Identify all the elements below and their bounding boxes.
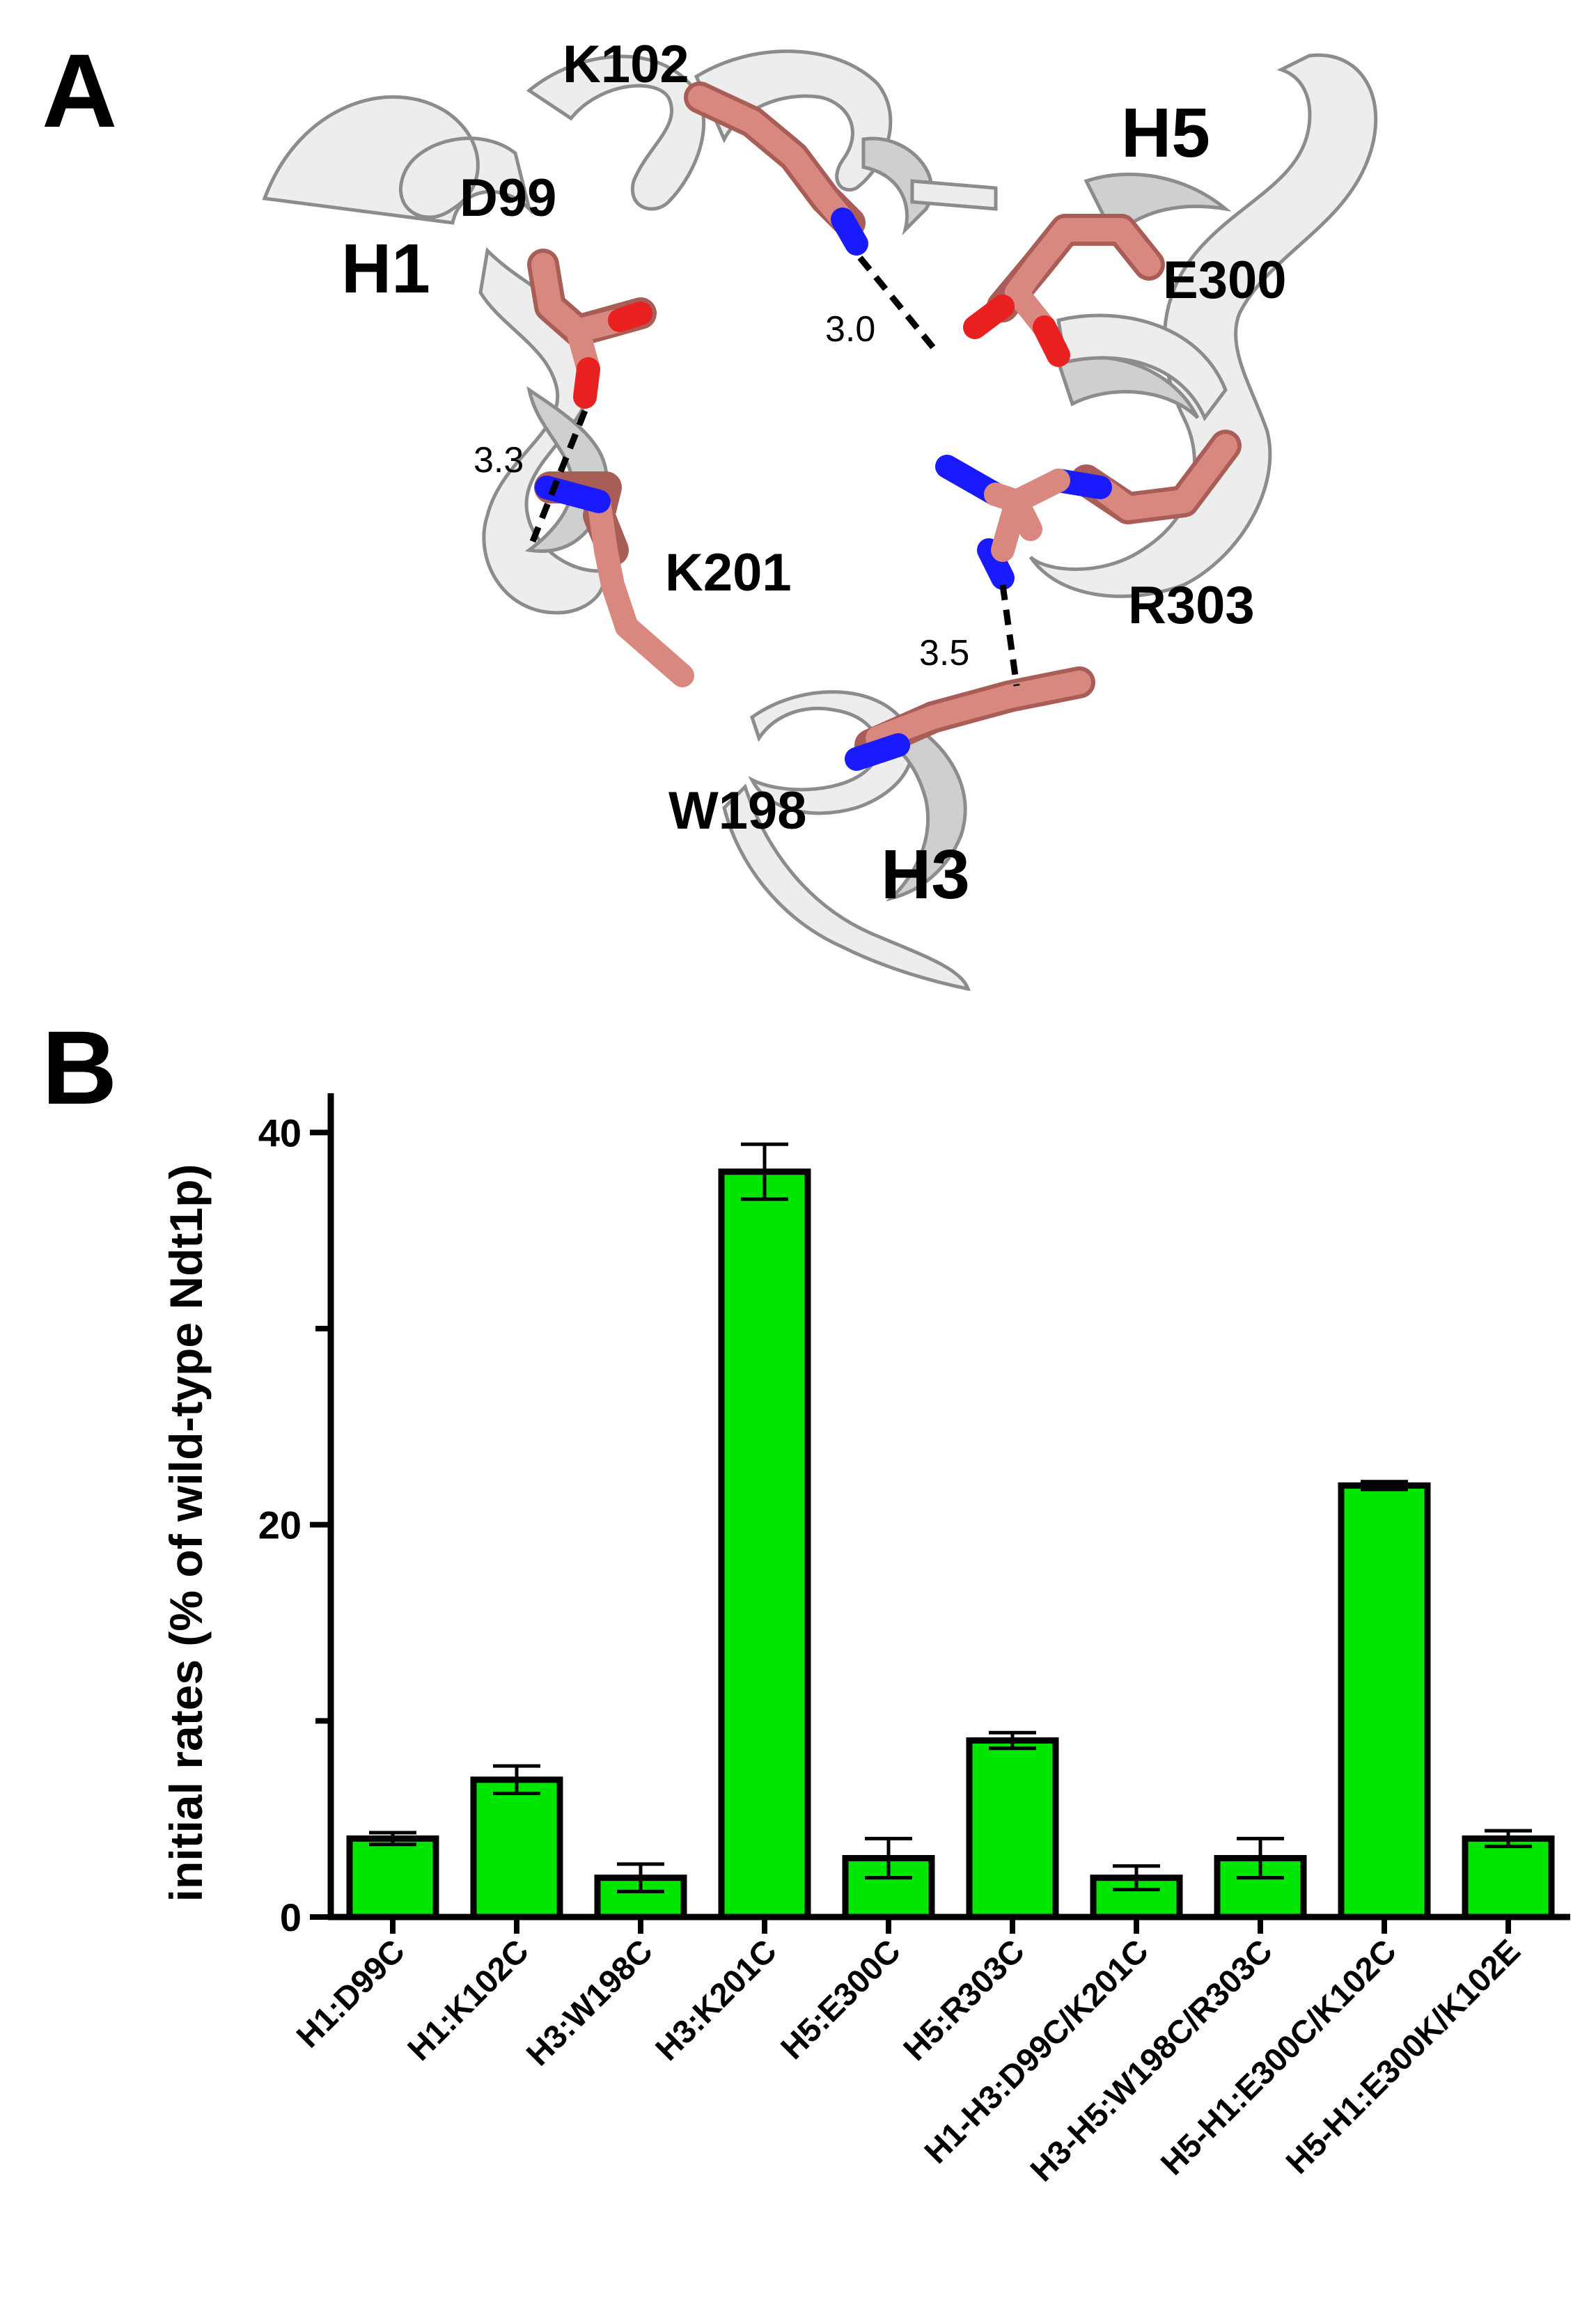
helix-top-ribbon bbox=[526, 49, 998, 236]
residue-label-k102: K102 bbox=[563, 35, 689, 94]
helix-h3-ribbon bbox=[722, 690, 971, 992]
hbond-r303-w198 bbox=[999, 584, 1020, 687]
y-tick-label-0: 0 bbox=[280, 1895, 302, 1939]
bar-1 bbox=[470, 1776, 563, 1920]
distance-label-1: 3.0 bbox=[825, 309, 875, 350]
y-tick-label-1: 20 bbox=[258, 1503, 302, 1547]
helix-label-h3: H3 bbox=[881, 836, 970, 914]
x-tick-label-8: H5-H1:E300C/K102C bbox=[1153, 1932, 1403, 2182]
x-tick-label-7: H3-H5:W198C/R303C bbox=[1023, 1932, 1279, 2189]
residue-w198-stick bbox=[845, 666, 1095, 771]
residue-r303-stick bbox=[935, 430, 1242, 590]
x-tick-label-6: H1-H3:D99C/K201C bbox=[917, 1932, 1155, 2170]
panel-a-structure: A bbox=[42, 32, 1378, 992]
x-tick-label-4: H5:E300C bbox=[773, 1932, 907, 2067]
bar-8 bbox=[1338, 1482, 1431, 1920]
y-tick-label-2: 40 bbox=[258, 1111, 302, 1155]
x-tick-label-9: H5-H1:E300K/K102E bbox=[1278, 1932, 1527, 2181]
panel-b-bar-chart: B H1:D99CH1:K102CH3:W198CH3:K201CH5:E300… bbox=[42, 1009, 1570, 2189]
helix-label-h1: H1 bbox=[341, 230, 430, 308]
x-tick-label-0: H1:D99C bbox=[289, 1932, 412, 2055]
bar-9 bbox=[1462, 1835, 1555, 1920]
residue-label-d99: D99 bbox=[460, 169, 556, 228]
distance-label-3: 3.5 bbox=[919, 633, 969, 673]
bar-3 bbox=[718, 1168, 811, 1920]
bar-0 bbox=[346, 1835, 439, 1920]
residue-d99-stick bbox=[527, 249, 657, 409]
y-axis-title: initial rates (% of wild-type Ndt1p) bbox=[160, 1164, 212, 1902]
residue-label-w198: W198 bbox=[668, 781, 807, 840]
helix-h5-ribbon bbox=[1028, 53, 1378, 598]
x-tick-label-5: H5:R303C bbox=[896, 1932, 1031, 2067]
panel-b-letter: B bbox=[42, 1009, 117, 1126]
bar-chart: H1:D99CH1:K102CH3:W198CH3:K201CH5:E300CH… bbox=[160, 1093, 1570, 2189]
residue-label-k201: K201 bbox=[665, 543, 792, 602]
distance-label-2: 3.3 bbox=[474, 440, 524, 480]
residue-k102-stick bbox=[684, 81, 868, 256]
panel-a-letter: A bbox=[42, 32, 117, 149]
residue-label-r303: R303 bbox=[1128, 576, 1255, 635]
x-tick-label-1: H1:K102C bbox=[400, 1932, 535, 2067]
hbond-k102-e300 bbox=[857, 256, 939, 354]
helix-label-h5: H5 bbox=[1121, 94, 1210, 172]
x-tick-label-3: H3:K201C bbox=[648, 1932, 783, 2067]
bar-5 bbox=[966, 1737, 1059, 1920]
residue-label-e300: E300 bbox=[1163, 251, 1287, 310]
x-tick-label-2: H3:W198C bbox=[519, 1932, 659, 2073]
residue-e300-stick bbox=[963, 214, 1165, 367]
